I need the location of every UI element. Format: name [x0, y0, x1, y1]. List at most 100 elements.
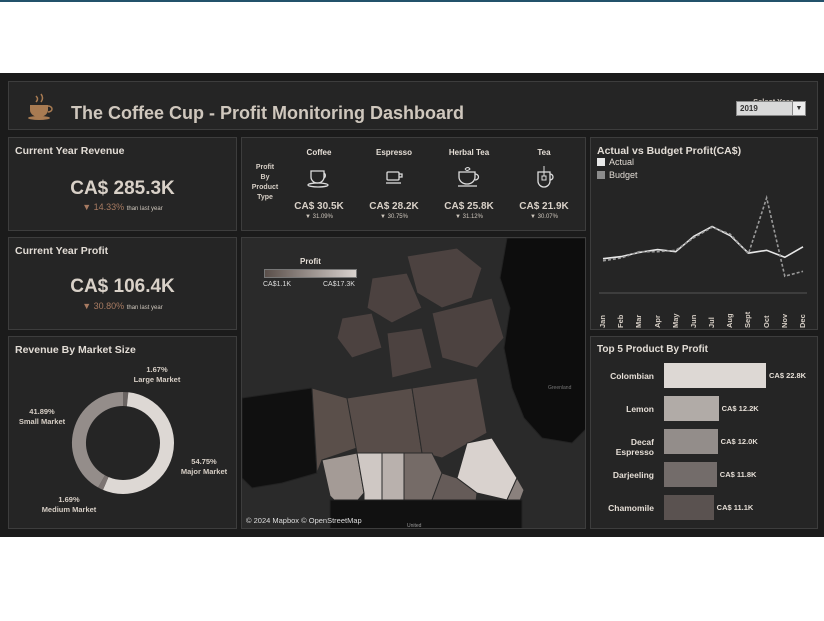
year-select[interactable]: 2019 ▼: [736, 101, 806, 116]
province-yukon[interactable]: [311, 387, 358, 474]
product-value-espresso: CA$ 28.2K: [369, 201, 419, 212]
tea-mug-icon: [537, 166, 554, 188]
market-size-panel: Revenue By Market Size 1.67% Large Marke…: [8, 336, 237, 529]
year-select-value: 2019: [740, 104, 758, 113]
bar-category-label: Decaf Espresso: [615, 437, 654, 457]
arctic-island[interactable]: [406, 247, 483, 309]
donut-slice[interactable]: [72, 392, 124, 488]
product-pct-herbal-tea: ▼ 31.12%: [455, 214, 483, 220]
market-size-donut: [72, 392, 174, 494]
x-tick-label: Aug: [725, 313, 735, 328]
donut-label-small: 41.89% Small Market: [12, 407, 72, 427]
x-tick-label: Dec: [798, 314, 807, 328]
header-panel: The Coffee Cup - Profit Monitoring Dashb…: [8, 81, 818, 130]
bar-value-label: CA$ 12.0K: [720, 437, 758, 446]
donut-label-medium: 1.69% Medium Market: [29, 495, 109, 515]
product-value-tea: CA$ 21.9K: [519, 201, 569, 212]
product-value-herbal-tea: CA$ 25.8K: [444, 201, 494, 212]
legend-budget: Budget: [597, 170, 638, 180]
x-tick-label: Mar: [634, 314, 644, 328]
profit-map-panel[interactable]: Profit CA$1.1K CA$17.3K Greenland United…: [241, 237, 586, 529]
map-label-united: United: [407, 523, 422, 529]
map-legend-title: Profit: [300, 257, 321, 266]
bar[interactable]: [664, 429, 718, 454]
alaska-region: [242, 387, 318, 489]
map-legend-gradient: [264, 269, 357, 278]
revenue-title: Current Year Revenue: [15, 145, 125, 157]
profit-kpi-panel: Current Year Profit CA$ 106.4K ▼ 30.80% …: [8, 237, 237, 330]
product-pct-coffee: ▼ 31.09%: [305, 214, 333, 220]
legend-budget-label: Budget: [609, 170, 638, 180]
product-value-coffee: CA$ 30.5K: [294, 201, 344, 212]
legend-swatch-actual: [597, 158, 605, 166]
revenue-change: ▼ 14.33% than last year: [9, 202, 236, 212]
series-line-budget[interactable]: [602, 194, 804, 278]
coffee-cup-saucer-icon: [307, 170, 329, 188]
bar-value-label: CA$ 12.2K: [721, 404, 759, 413]
major-market-name: Major Market: [180, 467, 228, 476]
herbal-tea-cup-icon: [458, 167, 480, 187]
x-tick-label: Apr: [652, 315, 662, 328]
actual-budget-line-chart: [599, 194, 807, 294]
donut-slice[interactable]: [102, 392, 174, 494]
bar[interactable]: [664, 396, 719, 421]
donut-label-major: 54.75% Major Market: [173, 457, 235, 477]
x-tick-label: Sept: [743, 311, 753, 328]
usa-region: [329, 499, 523, 528]
bar[interactable]: [664, 462, 717, 487]
bar-category-label: Colombian: [610, 371, 654, 381]
dashboard: The Coffee Cup - Profit Monitoring Dashb…: [0, 73, 824, 537]
canada-map[interactable]: [242, 238, 586, 529]
page-title: The Coffee Cup - Profit Monitoring Dashb…: [71, 103, 464, 123]
province-saskatchewan[interactable]: [381, 452, 405, 501]
province-nunavut[interactable]: [411, 377, 488, 459]
small-market-name: Small Market: [18, 417, 66, 426]
legend-swatch-budget: [597, 171, 605, 179]
product-pct-espresso: ▼ 30.75%: [380, 214, 408, 220]
product-type-label-line: Profit: [255, 164, 275, 171]
top5-title: Top 5 Product By Profit: [597, 344, 708, 355]
x-tick-label: Feb: [616, 314, 626, 328]
bar-value-label: CA$ 11.8K: [719, 470, 757, 479]
large-market-name: Large Market: [133, 375, 181, 384]
chevron-down-icon[interactable]: ▼: [792, 102, 805, 115]
bar-value-label: CA$ 11.1K: [716, 503, 754, 512]
top5-panel: Top 5 Product By Profit Colombian CA$ 22.…: [590, 336, 818, 529]
legend-actual: Actual: [597, 157, 634, 167]
bar[interactable]: [664, 363, 766, 388]
product-type-label-line: Product: [251, 184, 279, 191]
x-tick-label: Jul: [707, 317, 717, 328]
product-type-label: Profit By Product Type: [244, 163, 286, 203]
large-market-pct: 1.67%: [146, 365, 168, 374]
arctic-island[interactable]: [366, 272, 423, 324]
x-tick-label: Jun: [688, 314, 698, 328]
map-legend-min: CA$1.1K: [263, 281, 292, 288]
series-line-actual[interactable]: [602, 225, 804, 260]
actual-budget-title: Actual vs Budget Profit(CA$): [597, 145, 742, 157]
arctic-island[interactable]: [386, 327, 433, 379]
product-type-label-line: By: [260, 174, 270, 181]
x-tick-label: May: [670, 313, 680, 328]
donut-slice[interactable]: [98, 475, 109, 490]
product-name-coffee: Coffee: [306, 148, 332, 157]
map-label-greenland: Greenland: [548, 385, 572, 391]
profit-change-pct: ▼ 30.80%: [82, 301, 125, 311]
profit-value: CA$ 106.4K: [70, 276, 175, 297]
medium-market-name: Medium Market: [41, 505, 97, 514]
revenue-kpi-panel: Current Year Revenue CA$ 285.3K ▼ 14.33%…: [8, 137, 237, 231]
bar-category-label: Darjeeling: [612, 470, 654, 480]
arctic-island[interactable]: [431, 297, 505, 369]
bar[interactable]: [664, 495, 714, 520]
map-legend-max: CA$17.3K: [323, 281, 355, 288]
arctic-island[interactable]: [336, 312, 383, 359]
major-market-pct: 54.75%: [191, 457, 217, 466]
greenland-region: [499, 238, 585, 444]
profit-title: Current Year Profit: [15, 245, 109, 257]
revenue-value: CA$ 285.3K: [70, 178, 175, 199]
map-attribution[interactable]: © 2024 Mapbox © OpenStreetMap: [246, 516, 362, 525]
province-nwt[interactable]: [346, 387, 423, 454]
small-market-pct: 41.89%: [29, 407, 55, 416]
market-size-title: Revenue By Market Size: [15, 344, 136, 356]
bar-category-label: Chamomile: [608, 503, 654, 513]
x-tick-label: Jan: [598, 315, 607, 328]
